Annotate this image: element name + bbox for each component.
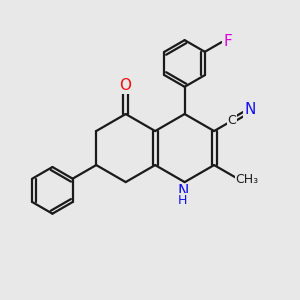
Text: C: C: [227, 114, 236, 127]
Text: F: F: [223, 34, 232, 49]
Text: N: N: [244, 102, 255, 117]
Text: O: O: [119, 78, 131, 93]
Text: H: H: [178, 194, 188, 207]
Text: CH₃: CH₃: [236, 173, 259, 186]
Text: N: N: [177, 184, 188, 199]
